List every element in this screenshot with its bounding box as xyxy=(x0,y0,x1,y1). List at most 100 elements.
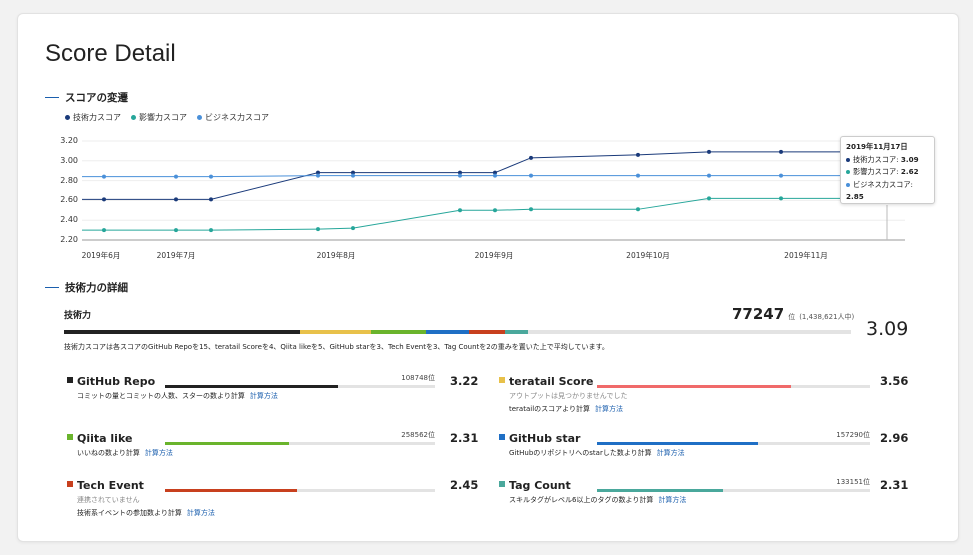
y-tick-label: 2.20 xyxy=(60,235,78,244)
skill-rank-number: 77247 xyxy=(732,305,785,323)
tooltip-row-influence: 影響力スコア: 2.62 xyxy=(846,166,929,179)
legend-label: ビジネス力スコア xyxy=(205,113,269,122)
legend-label: 技術力スコア xyxy=(73,113,121,122)
skill-item-value: 2.31 xyxy=(880,478,909,492)
calculation-method-link[interactable]: 計算方法 xyxy=(249,392,278,400)
skill-item-note: アウトプットは見つかりませんでした xyxy=(509,392,628,400)
skill-item-description-text: GitHubのリポジトリへのstarした数より計算 xyxy=(509,449,652,457)
data-point[interactable] xyxy=(174,228,178,233)
data-point[interactable] xyxy=(316,173,320,178)
score-line-chart[interactable] xyxy=(0,0,973,270)
data-point[interactable] xyxy=(458,173,462,178)
data-point[interactable] xyxy=(351,226,355,231)
legend-dot-icon xyxy=(131,115,136,120)
x-tick-label: 2019年9月 xyxy=(474,251,514,260)
skill-item-description-text: コミットの量とコミットの人数、スターの数より計算 xyxy=(77,392,245,400)
skill-item-description-text: 技術系イベントの参加数より計算 xyxy=(77,509,182,517)
data-point[interactable] xyxy=(209,174,213,179)
data-point[interactable] xyxy=(458,170,462,175)
data-point[interactable] xyxy=(174,197,178,202)
x-tick-label: 2019年10月 xyxy=(626,251,670,260)
stacked-bar-segment xyxy=(64,330,301,334)
data-point[interactable] xyxy=(316,227,320,232)
skill-item-rank: 108748位 xyxy=(401,374,435,382)
skill-item-bar xyxy=(597,442,870,445)
section-dash xyxy=(45,287,59,288)
score-history-heading: スコアの変遷 xyxy=(45,90,128,105)
data-point[interactable] xyxy=(209,228,213,233)
skill-item-name: teratail Score xyxy=(509,375,594,388)
y-tick-label: 2.60 xyxy=(60,195,78,205)
y-tick-label: 3.20 xyxy=(60,136,78,145)
stacked-bar-segment xyxy=(300,330,371,334)
data-point[interactable] xyxy=(779,196,783,201)
legend-item[interactable]: ビジネス力スコア xyxy=(197,112,269,123)
legend-item[interactable]: 技術力スコア xyxy=(65,112,121,123)
data-point[interactable] xyxy=(636,173,640,178)
data-point[interactable] xyxy=(529,207,533,212)
data-point[interactable] xyxy=(458,208,462,213)
skill-item-name: Qiita like xyxy=(77,432,133,445)
skill-item-bar xyxy=(165,442,435,445)
skill-item-name: Tag Count xyxy=(509,479,571,492)
tooltip-label: 技術力スコア: xyxy=(853,154,899,164)
data-point[interactable] xyxy=(636,207,640,212)
skill-item-description-text: いいねの数より計算 xyxy=(77,449,140,457)
legend-item[interactable]: 影響力スコア xyxy=(131,112,187,123)
score-detail-card xyxy=(17,13,959,542)
skill-item-value: 2.31 xyxy=(450,431,479,445)
series-line xyxy=(82,175,905,178)
tooltip-date: 2019年11月17日 xyxy=(846,142,908,151)
chart-tooltip: 2019年11月17日 技術力スコア: 3.09 影響力スコア: 2.62 ビジ… xyxy=(840,136,935,204)
calculation-method-link[interactable]: 計算方法 xyxy=(186,509,215,517)
data-point[interactable] xyxy=(351,170,355,175)
tooltip-row-business-value: 2.85 xyxy=(846,191,929,204)
data-point[interactable] xyxy=(174,174,178,179)
calculation-method-link[interactable]: 計算方法 xyxy=(656,449,685,457)
skill-item-description: コミットの量とコミットの人数、スターの数より計算 計算方法 xyxy=(77,391,278,401)
data-point[interactable] xyxy=(529,155,533,160)
data-point[interactable] xyxy=(636,152,640,157)
skill-description: 技術力スコアは各スコアのGitHub Repoを15、teratail Scor… xyxy=(64,343,609,351)
skill-item-name: GitHub Repo xyxy=(77,375,156,388)
skill-rank: 77247 位 (1,438,621人中) xyxy=(732,305,854,323)
series-line xyxy=(82,151,905,200)
tooltip-dot xyxy=(846,182,850,187)
chart-legend[interactable]: 技術力スコア 影響力スコア ビジネス力スコア xyxy=(65,112,269,123)
data-point[interactable] xyxy=(707,196,711,201)
skill-stacked-bar xyxy=(64,330,851,334)
color-square-icon xyxy=(499,377,505,383)
calculation-method-link[interactable]: 計算方法 xyxy=(144,449,173,457)
tooltip-value: 2.85 xyxy=(846,192,864,201)
skill-item-bar-fill xyxy=(165,385,338,388)
skill-score: 3.09 xyxy=(866,318,909,340)
data-point[interactable] xyxy=(316,170,320,175)
data-point[interactable] xyxy=(209,197,213,202)
tooltip-value: 2.62 xyxy=(900,167,919,176)
data-point[interactable] xyxy=(707,149,711,154)
data-point[interactable] xyxy=(102,228,106,233)
skill-item-description: いいねの数より計算 計算方法 xyxy=(77,448,173,458)
x-tick-label: 2019年8月 xyxy=(316,251,356,260)
skill-item-bar-fill xyxy=(597,442,759,445)
color-square-icon xyxy=(499,434,505,440)
data-point[interactable] xyxy=(707,173,711,178)
data-point[interactable] xyxy=(493,170,497,175)
skill-item-bar xyxy=(165,489,435,492)
data-point[interactable] xyxy=(529,173,533,178)
data-point[interactable] xyxy=(493,173,497,178)
y-tick-label: 2.40 xyxy=(60,215,78,225)
data-point[interactable] xyxy=(102,197,106,202)
data-point[interactable] xyxy=(779,173,783,178)
data-point[interactable] xyxy=(102,174,106,179)
data-point[interactable] xyxy=(351,173,355,178)
data-point[interactable] xyxy=(779,149,783,154)
data-point[interactable] xyxy=(493,208,497,213)
skill-item-description: GitHubのリポジトリへのstarした数より計算 計算方法 xyxy=(509,448,685,458)
stacked-bar-segment xyxy=(504,330,529,334)
skill-detail-heading-text: 技術力の詳細 xyxy=(65,282,128,294)
tooltip-label: ビジネス力スコア: xyxy=(853,179,913,189)
skill-item-name: GitHub star xyxy=(509,432,581,445)
calculation-method-link[interactable]: 計算方法 xyxy=(658,496,687,504)
calculation-method-link[interactable]: 計算方法 xyxy=(595,405,624,413)
